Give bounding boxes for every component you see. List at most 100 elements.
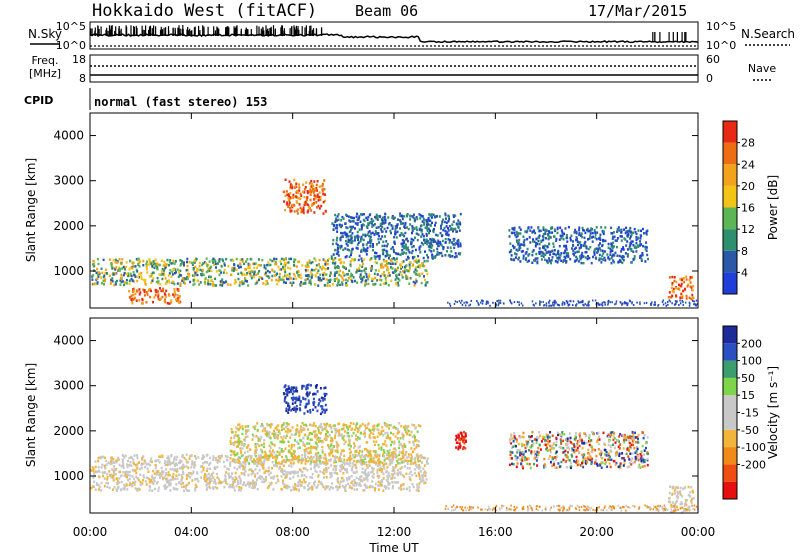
scatter-point bbox=[383, 248, 386, 252]
scatter-point bbox=[386, 424, 389, 428]
scatter-point bbox=[366, 466, 369, 469]
scatter-point bbox=[295, 182, 298, 185]
scatter-point bbox=[292, 485, 295, 489]
scatter-point bbox=[415, 215, 418, 219]
scatter-point bbox=[232, 486, 235, 489]
scatter-point bbox=[612, 259, 615, 262]
noise-trace bbox=[89, 25, 699, 47]
scatter-point bbox=[342, 248, 345, 252]
scatter-point bbox=[308, 206, 310, 209]
scatter-point bbox=[115, 459, 118, 462]
scatter-point bbox=[342, 466, 345, 470]
scatter-point bbox=[403, 215, 406, 218]
scatter-point bbox=[594, 247, 597, 251]
scatter-point bbox=[344, 256, 347, 259]
scatter-point bbox=[416, 260, 419, 263]
scatter-point bbox=[496, 300, 499, 303]
scatter-point bbox=[157, 281, 160, 285]
scatter-point bbox=[394, 269, 397, 273]
scatter-point bbox=[382, 258, 385, 262]
scatter-point bbox=[214, 457, 217, 460]
scatter-point bbox=[305, 278, 308, 281]
scatter-point bbox=[308, 482, 311, 485]
scatter-point bbox=[515, 248, 518, 251]
scatter-point bbox=[268, 433, 271, 437]
scatter-point bbox=[125, 484, 128, 487]
scatter-point bbox=[103, 274, 106, 277]
scatter-point bbox=[178, 461, 180, 465]
scatter-point bbox=[527, 254, 530, 257]
scatter-point bbox=[318, 462, 321, 465]
scatter-point bbox=[419, 459, 421, 463]
scatter-point bbox=[303, 474, 306, 477]
scatter-point bbox=[176, 282, 179, 285]
scatter-point bbox=[220, 265, 223, 268]
scatter-point bbox=[185, 269, 188, 272]
scatter-point bbox=[339, 261, 342, 265]
scatter-point bbox=[378, 257, 381, 261]
scatter-point bbox=[111, 277, 114, 280]
scatter-point bbox=[337, 213, 340, 216]
scatter-point bbox=[182, 281, 185, 284]
scatter-point bbox=[243, 443, 246, 446]
scatter-point bbox=[620, 250, 623, 253]
scatter-point bbox=[182, 485, 185, 488]
scatter-point bbox=[302, 209, 305, 212]
scatter-point bbox=[405, 264, 408, 267]
scatter-point bbox=[177, 298, 180, 301]
scatter-point bbox=[172, 268, 175, 271]
scatter-point bbox=[557, 253, 560, 256]
scatter-point bbox=[158, 298, 161, 301]
scatter-point bbox=[423, 470, 426, 473]
scatter-point bbox=[680, 292, 683, 296]
scatter-point bbox=[322, 273, 324, 277]
scatter-point bbox=[236, 445, 238, 448]
scatter-point bbox=[415, 226, 418, 229]
scatter-point bbox=[343, 231, 346, 234]
scatter-point bbox=[414, 435, 416, 439]
scatter-point bbox=[358, 254, 361, 258]
scatter-point bbox=[555, 254, 558, 257]
scatter-point bbox=[537, 236, 540, 239]
scatter-point bbox=[174, 268, 177, 272]
scatter-point bbox=[164, 277, 167, 280]
scatter-point bbox=[403, 453, 406, 457]
scatter-point bbox=[243, 471, 246, 475]
scatter-point bbox=[543, 304, 545, 307]
scatter-point bbox=[356, 222, 359, 225]
scatter-point bbox=[304, 480, 307, 484]
scatter-point bbox=[265, 280, 268, 283]
scatter-point bbox=[538, 229, 541, 233]
scatter-point bbox=[243, 462, 246, 465]
scatter-point bbox=[379, 274, 382, 278]
scatter-point bbox=[625, 226, 628, 230]
scatter-point bbox=[682, 301, 684, 304]
scatter-point bbox=[218, 455, 221, 458]
scatter-point bbox=[202, 262, 205, 265]
scatter-point bbox=[383, 217, 386, 220]
scatter-point bbox=[269, 471, 272, 475]
scatter-point bbox=[430, 216, 433, 219]
noise-panel: N.Sky 10^5 10^0 10^5 10^0 N.Search bbox=[28, 20, 795, 52]
scatter-point bbox=[276, 450, 279, 454]
scatter-point bbox=[378, 278, 381, 281]
scatter-point bbox=[222, 259, 225, 262]
scatter-point bbox=[194, 478, 197, 481]
scatter-point bbox=[398, 440, 401, 443]
scatter-point bbox=[173, 469, 176, 472]
scatter-point bbox=[297, 442, 300, 445]
scatter-point bbox=[281, 455, 283, 459]
scatter-point bbox=[304, 453, 307, 456]
scatter-point bbox=[253, 270, 256, 273]
scatter-point bbox=[339, 238, 342, 242]
scatter-point bbox=[268, 485, 271, 488]
scatter-point bbox=[401, 473, 404, 477]
scatter-point bbox=[574, 228, 577, 232]
scatter-point bbox=[590, 261, 593, 265]
scatter-point bbox=[172, 460, 175, 464]
scatter-point bbox=[304, 201, 307, 204]
scatter-point bbox=[639, 237, 642, 240]
colorbar-tick-label: 20 bbox=[741, 180, 755, 193]
scatter-point bbox=[374, 488, 376, 491]
scatter-point bbox=[684, 301, 687, 304]
